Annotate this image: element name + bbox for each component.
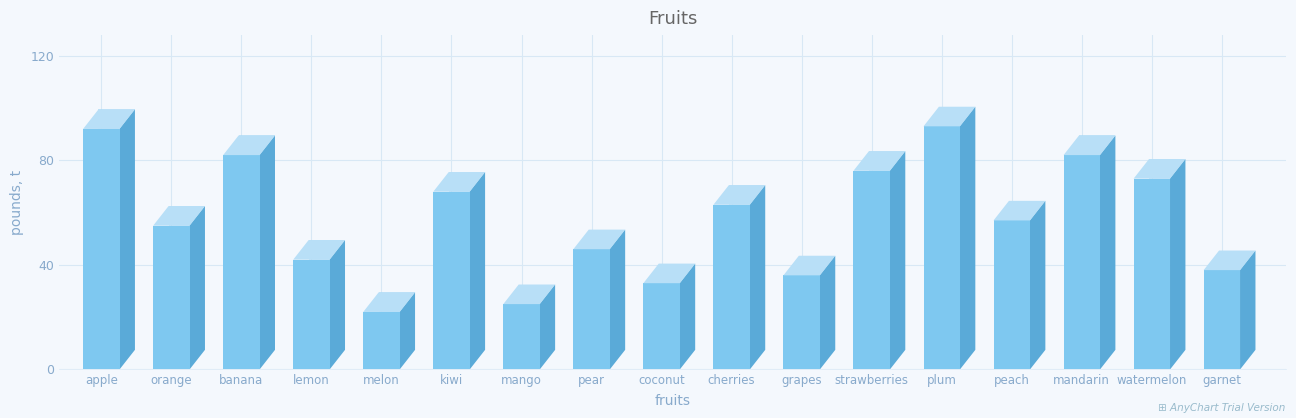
Polygon shape: [854, 151, 906, 171]
Polygon shape: [153, 226, 189, 370]
Polygon shape: [1134, 178, 1170, 370]
Polygon shape: [868, 151, 906, 350]
Polygon shape: [399, 292, 415, 370]
Polygon shape: [433, 192, 469, 370]
Polygon shape: [293, 260, 329, 370]
Polygon shape: [363, 292, 415, 312]
Polygon shape: [1240, 250, 1256, 370]
Polygon shape: [643, 283, 680, 370]
Polygon shape: [1170, 159, 1186, 370]
Polygon shape: [503, 285, 555, 304]
Polygon shape: [924, 107, 976, 126]
Polygon shape: [609, 229, 625, 370]
X-axis label: fruits: fruits: [654, 394, 691, 408]
Polygon shape: [448, 172, 485, 350]
Polygon shape: [1204, 250, 1256, 270]
Polygon shape: [1080, 135, 1116, 350]
Y-axis label: pounds, t: pounds, t: [10, 170, 23, 235]
Polygon shape: [820, 256, 835, 370]
Polygon shape: [238, 135, 275, 350]
Polygon shape: [938, 107, 976, 350]
Polygon shape: [153, 206, 205, 226]
Polygon shape: [924, 126, 960, 370]
Polygon shape: [713, 185, 765, 205]
Polygon shape: [588, 229, 625, 350]
Polygon shape: [378, 292, 415, 350]
Polygon shape: [98, 110, 135, 350]
Polygon shape: [573, 229, 625, 249]
Polygon shape: [783, 256, 835, 275]
Polygon shape: [1150, 159, 1186, 350]
Polygon shape: [308, 240, 345, 350]
Polygon shape: [680, 264, 695, 370]
Polygon shape: [573, 249, 609, 370]
Polygon shape: [83, 129, 119, 370]
Polygon shape: [854, 171, 890, 370]
Polygon shape: [783, 275, 820, 370]
Text: ⊞ AnyChart Trial Version: ⊞ AnyChart Trial Version: [1159, 403, 1286, 413]
Polygon shape: [329, 240, 345, 370]
Polygon shape: [293, 240, 345, 260]
Polygon shape: [994, 220, 1030, 370]
Polygon shape: [223, 155, 259, 370]
Polygon shape: [658, 264, 695, 350]
Polygon shape: [363, 312, 399, 370]
Polygon shape: [518, 285, 555, 350]
Polygon shape: [469, 172, 485, 370]
Polygon shape: [1134, 159, 1186, 178]
Polygon shape: [503, 304, 539, 370]
Polygon shape: [713, 205, 750, 370]
Polygon shape: [433, 172, 485, 192]
Polygon shape: [1064, 155, 1100, 370]
Polygon shape: [1030, 201, 1046, 370]
Polygon shape: [960, 107, 976, 370]
Polygon shape: [83, 110, 135, 129]
Polygon shape: [259, 135, 275, 370]
Polygon shape: [168, 206, 205, 350]
Title: Fruits: Fruits: [648, 10, 697, 28]
Polygon shape: [750, 185, 765, 370]
Polygon shape: [539, 285, 555, 370]
Polygon shape: [1064, 135, 1116, 155]
Polygon shape: [1204, 270, 1240, 370]
Polygon shape: [119, 110, 135, 370]
Polygon shape: [189, 206, 205, 370]
Polygon shape: [1100, 135, 1116, 370]
Polygon shape: [890, 151, 906, 370]
Polygon shape: [994, 201, 1046, 220]
Polygon shape: [1010, 201, 1046, 350]
Polygon shape: [1220, 250, 1256, 350]
Polygon shape: [223, 135, 275, 155]
Polygon shape: [798, 256, 835, 350]
Polygon shape: [643, 264, 695, 283]
Polygon shape: [728, 185, 765, 350]
